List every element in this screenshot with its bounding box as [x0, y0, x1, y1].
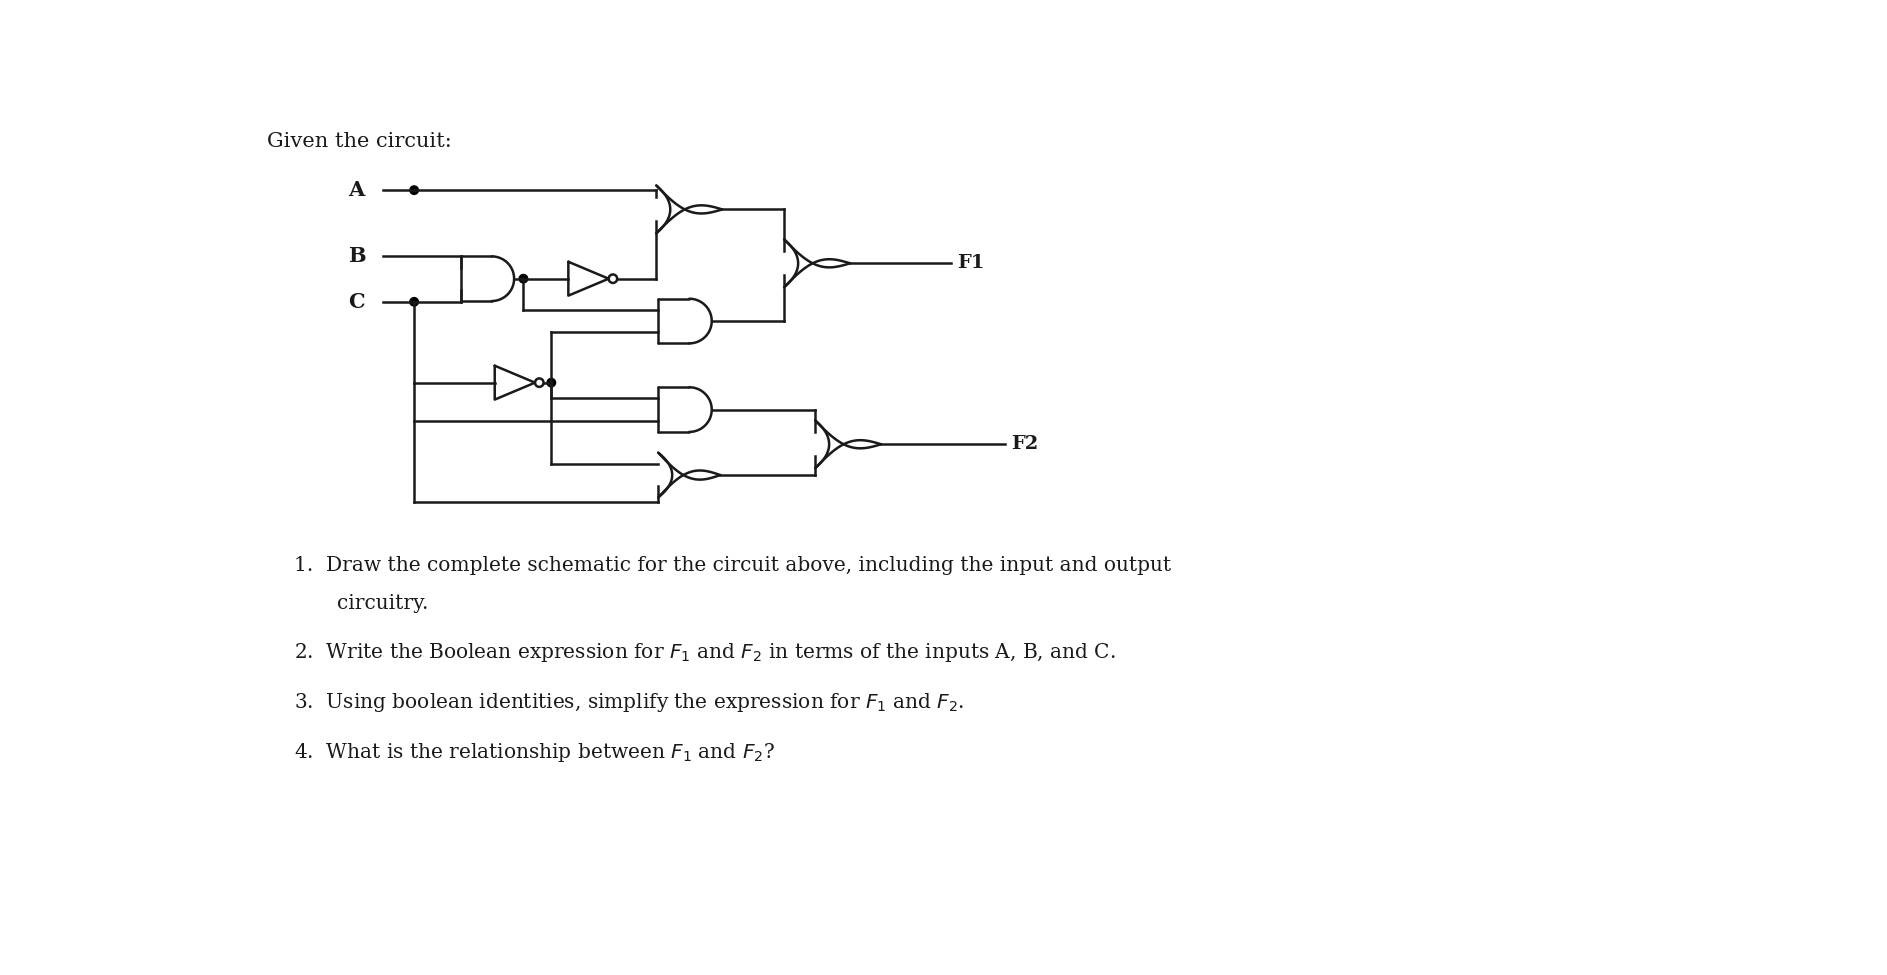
Text: F2: F2: [1011, 435, 1038, 453]
Text: 1.  Draw the complete schematic for the circuit above, including the input and o: 1. Draw the complete schematic for the c…: [294, 556, 1172, 575]
Text: A: A: [349, 180, 364, 200]
Circle shape: [547, 378, 555, 387]
Text: B: B: [349, 246, 366, 265]
Circle shape: [409, 186, 419, 194]
Text: 2.  Write the Boolean expression for $F_1$ and $F_2$ in terms of the inputs A, B: 2. Write the Boolean expression for $F_1…: [294, 641, 1115, 664]
Text: F1: F1: [957, 254, 985, 272]
Text: 3.  Using boolean identities, simplify the expression for $F_1$ and $F_2$.: 3. Using boolean identities, simplify th…: [294, 690, 964, 714]
Text: C: C: [349, 292, 364, 312]
Circle shape: [409, 297, 419, 306]
Text: 4.  What is the relationship between $F_1$ and $F_2$?: 4. What is the relationship between $F_1…: [294, 741, 776, 763]
Circle shape: [519, 275, 528, 283]
Text: Given the circuit:: Given the circuit:: [266, 133, 451, 151]
Text: circuitry.: circuitry.: [336, 595, 428, 613]
